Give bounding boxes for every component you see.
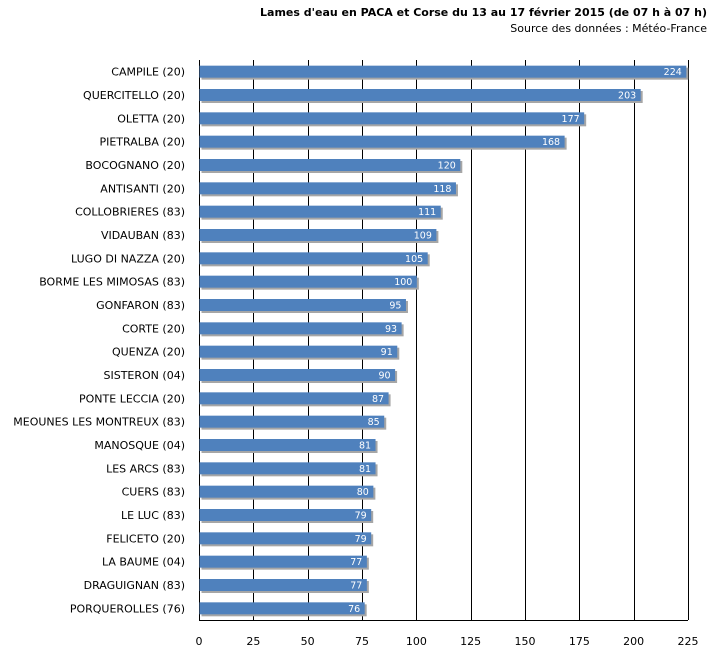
category-label: QUENZA (20) bbox=[112, 346, 185, 359]
bar bbox=[199, 485, 374, 498]
bar bbox=[199, 602, 365, 615]
x-tick-label: 125 bbox=[460, 635, 481, 648]
chart-title: Lames d'eau en PACA et Corse du 13 au 17… bbox=[260, 6, 707, 19]
chart-subtitle: Source des données : Météo-France bbox=[510, 22, 707, 35]
data-label: 95 bbox=[389, 301, 401, 312]
bar bbox=[199, 509, 372, 521]
x-tick-label: 75 bbox=[355, 635, 369, 648]
grid-lines bbox=[199, 60, 689, 621]
category-label: PORQUEROLLES (76) bbox=[70, 602, 185, 615]
bar bbox=[199, 299, 406, 311]
bars: 224 203 177 168 120 118 111 109 105 100 95 93 91 90 87… bbox=[199, 65, 689, 617]
category-label: DRAGUIGNAN (83) bbox=[84, 579, 185, 592]
data-label: 80 bbox=[357, 487, 369, 498]
bar bbox=[199, 392, 389, 405]
data-label: 91 bbox=[381, 347, 393, 358]
category-label: GONFARON (83) bbox=[96, 299, 185, 312]
category-label: PONTE LECCIA (20) bbox=[79, 392, 185, 405]
x-tick-label: 0 bbox=[196, 635, 203, 648]
bar bbox=[199, 275, 417, 288]
data-label: 79 bbox=[355, 534, 367, 545]
bar bbox=[199, 322, 402, 335]
category-label: CORTE (20) bbox=[122, 322, 185, 335]
data-label: 224 bbox=[664, 67, 682, 78]
data-label: 81 bbox=[359, 464, 371, 475]
data-label: 111 bbox=[418, 207, 436, 218]
bar bbox=[199, 229, 437, 241]
category-label: LE LUC (83) bbox=[121, 509, 185, 522]
category-label: ANTISANTI (20) bbox=[100, 182, 185, 195]
x-tick-label: 200 bbox=[623, 635, 644, 648]
bar bbox=[199, 159, 461, 171]
category-label: FELICETO (20) bbox=[106, 532, 185, 545]
bar bbox=[199, 205, 441, 218]
bar bbox=[199, 65, 687, 78]
data-label: 109 bbox=[414, 231, 432, 242]
data-label: 77 bbox=[350, 557, 362, 568]
bar bbox=[199, 182, 456, 195]
x-tick-label: 25 bbox=[246, 635, 260, 648]
category-label: CAMPILE (20) bbox=[111, 66, 185, 79]
bar bbox=[199, 135, 565, 148]
data-label: 118 bbox=[433, 184, 451, 195]
x-tick-label: 150 bbox=[515, 635, 536, 648]
data-label: 100 bbox=[394, 277, 412, 288]
bar bbox=[199, 532, 372, 545]
data-label: 177 bbox=[562, 114, 580, 125]
category-label: PIETRALBA (20) bbox=[99, 136, 185, 149]
category-label: BORME LES MIMOSAS (83) bbox=[39, 276, 185, 289]
category-label: OLETTA (20) bbox=[117, 112, 185, 125]
x-tick-label: 175 bbox=[569, 635, 590, 648]
bar bbox=[199, 112, 585, 125]
data-label: 79 bbox=[355, 511, 367, 522]
data-label: 120 bbox=[438, 161, 456, 172]
x-tick-label: 50 bbox=[301, 635, 315, 648]
bar bbox=[199, 439, 376, 451]
data-label: 168 bbox=[542, 137, 560, 148]
data-label: 93 bbox=[385, 324, 397, 335]
category-label: MANOSQUE (04) bbox=[94, 439, 185, 452]
category-label: SISTERON (04) bbox=[104, 369, 186, 382]
category-label: BOCOGNANO (20) bbox=[85, 159, 185, 172]
category-labels: CAMPILE (20) QUERCITELLO (20) OLETTA (20) P… bbox=[13, 66, 185, 616]
category-label: QUERCITELLO (20) bbox=[83, 89, 185, 102]
bar bbox=[199, 579, 367, 591]
x-tick-label: 225 bbox=[678, 635, 699, 648]
data-label: 77 bbox=[350, 581, 362, 592]
x-tick-label: 100 bbox=[406, 635, 427, 648]
bar bbox=[199, 252, 428, 265]
category-label: LES ARCS (83) bbox=[106, 462, 185, 475]
data-label: 81 bbox=[359, 441, 371, 452]
category-label: VIDAUBAN (83) bbox=[101, 229, 185, 242]
category-label: LA BAUME (04) bbox=[102, 556, 185, 569]
data-label: 105 bbox=[405, 254, 423, 265]
data-label: 87 bbox=[372, 394, 384, 405]
bar bbox=[199, 369, 396, 381]
bar bbox=[199, 415, 385, 428]
category-label: MEOUNES LES MONTREUX (83) bbox=[13, 416, 185, 429]
data-label: 85 bbox=[368, 417, 380, 428]
data-label: 76 bbox=[348, 604, 360, 615]
category-label: LUGO DI NAZZA (20) bbox=[71, 252, 185, 265]
bar bbox=[199, 345, 398, 358]
data-label: 203 bbox=[618, 91, 636, 102]
bar bbox=[199, 555, 367, 568]
bar bbox=[199, 462, 376, 475]
category-label: COLLOBRIERES (83) bbox=[75, 206, 185, 219]
x-axis-ticks: 0 25 50 75 100 125 150 175 200 225 bbox=[196, 635, 699, 648]
data-label: 90 bbox=[379, 371, 391, 382]
category-label: CUERS (83) bbox=[122, 486, 185, 499]
bar bbox=[199, 89, 641, 101]
